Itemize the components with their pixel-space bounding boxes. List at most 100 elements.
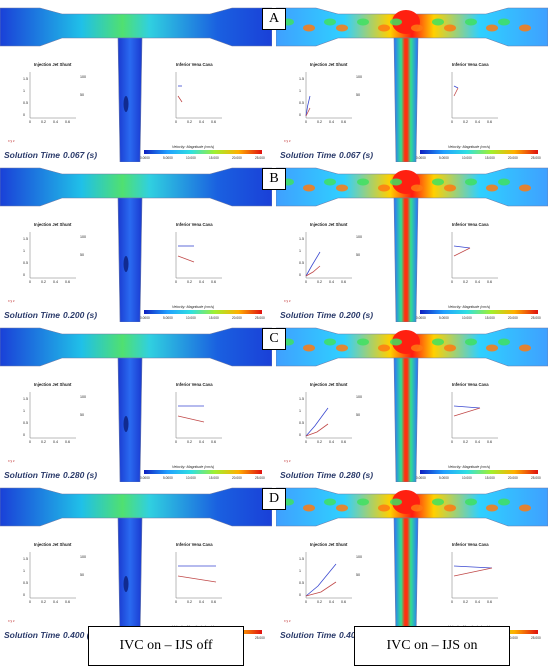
ijs-y-tick: 1	[299, 409, 301, 413]
ijs-x-tick: 0.6	[65, 440, 70, 444]
ijs-pressure-tick: 100	[80, 555, 86, 559]
ijs-plot: Injection Jet Shunt 1.5 1 0.5 00 0.2 0.4 0.6 100…	[284, 542, 362, 623]
solution-time-prefix: Solution Time	[280, 470, 337, 480]
ivc-pressure-line	[177, 575, 217, 583]
ijs-x-tick: 0.4	[53, 280, 58, 284]
ijs-y-tick: 0.5	[299, 421, 304, 425]
solution-time-value: 0.067 (s)	[339, 150, 374, 160]
ijs-x-tick: 0.2	[41, 440, 46, 444]
ijs-pressure-tick: 50	[80, 573, 84, 577]
solution-time-prefix: Solution Time	[4, 630, 61, 640]
turbulence-patch	[444, 504, 456, 512]
horizontal-vessel	[0, 7, 272, 47]
colorbar-label: Velocity: Magnitude (cm/s)	[172, 465, 214, 469]
colorbar-tick: 20.000	[232, 156, 242, 160]
ivc-x-tick: 0.2	[187, 280, 192, 284]
ivc-plot-title: Inferior Vena Cava	[176, 542, 213, 547]
ijs-pressure-tick: 100	[356, 395, 362, 399]
colorbar-tick: 5.0000	[163, 156, 173, 160]
ijs-y-tick: 0.5	[299, 261, 304, 265]
colorbar-label: Velocity: Magnitude (cm/s)	[448, 465, 490, 469]
turbulence-patch	[432, 178, 444, 186]
ivc-x-tick: 0.6	[487, 280, 492, 284]
ivc-x-tick: 0.4	[199, 600, 204, 604]
ijs-pressure-tick: 50	[356, 573, 360, 577]
turbulence-patch	[324, 178, 336, 186]
horizontal-vessel	[0, 487, 272, 527]
ivc-x-tick: 0.6	[487, 440, 492, 444]
turbulence-patch	[378, 24, 390, 32]
ivc-x-tick: 0	[175, 280, 177, 284]
turbulence-patch	[498, 338, 510, 346]
ivc-plot-title: Inferior Vena Cava	[452, 382, 489, 387]
turbulence-patch	[378, 504, 390, 512]
ijs-x-tick: 0.6	[341, 280, 346, 284]
colorbar-tick: 15.000	[485, 476, 495, 480]
colorbar-tick: 10.000	[186, 316, 196, 320]
turbulence-patch	[432, 498, 444, 506]
cfd-panel-c-ijs-on: Injection Jet Shunt 1.5 1 0.5 0 0 0.2 0.4 0.6 100…	[276, 324, 548, 482]
ijs-x-tick: 0.6	[341, 440, 346, 444]
ijs-plot-title: Injection Jet Shunt	[310, 222, 348, 227]
ijs-y-tick: 1	[299, 249, 301, 253]
ijs-x-tick: 0	[305, 280, 307, 284]
ijs-plot: Injection Jet Shunt 1.5 1 0.5 00 0.2 0.4 0.6 100…	[8, 542, 86, 623]
axis-triad: x y z	[284, 459, 291, 463]
colorbar-tick: 15.000	[485, 156, 495, 160]
colorbar-tick: 25.000	[531, 316, 541, 320]
cfd-panel-b-ijs-on: Injection Jet Shunt 1.5 1 0.5 0 0 0.2 0.4 0.6 100…	[276, 164, 548, 322]
velocity-colorbar	[420, 310, 538, 314]
ijs-y-tick: 0	[23, 113, 25, 117]
ivc-x-tick: 0.2	[463, 280, 468, 284]
ijs-y-tick: 1.5	[23, 397, 28, 401]
ivc-x-tick: 0.6	[211, 600, 216, 604]
ijs-x-tick: 0.4	[329, 120, 334, 124]
turbulence-patch	[498, 178, 510, 186]
ijs-x-tick: 0.2	[41, 280, 46, 284]
ijs-pressure-tick: 50	[80, 93, 84, 97]
ijs-x-tick: 0.2	[317, 120, 322, 124]
colorbar-tick: 20.000	[232, 316, 242, 320]
ivc-x-tick: 0.2	[463, 120, 468, 124]
ijs-x-tick: 0.4	[329, 440, 334, 444]
ijs-pressure-line	[305, 423, 329, 437]
turbulence-patch	[498, 498, 510, 506]
colorbar-tick: 5.0000	[163, 476, 173, 480]
turbulence-patch	[357, 338, 369, 346]
ivc-x-tick: 0	[175, 120, 177, 124]
ivc-plot-title: Inferior Vena Cava	[452, 542, 489, 547]
velocity-colorbar	[144, 150, 262, 154]
ijs-x-tick: 0.4	[53, 600, 58, 604]
ijs-pressure-tick: 50	[356, 413, 360, 417]
panel-letter-badge: B	[262, 168, 286, 190]
turbulence-patch	[336, 24, 348, 32]
turbulence-patch	[357, 18, 369, 26]
ivc-x-tick: 0	[451, 120, 453, 124]
panel-letter-badge: C	[262, 328, 286, 350]
turbulence-patch	[411, 344, 423, 352]
turbulence-patch	[390, 178, 402, 186]
turbulence-patch	[486, 344, 498, 352]
colorbar-tick: 25.000	[531, 476, 541, 480]
turbulence-patch	[324, 18, 336, 26]
cfd-panel-a-ijs-off: Injection Jet Shunt 1.5 1 0.5 0 0 0.2 0.4 0.6 100…	[0, 4, 272, 162]
ivc-plot: Inferior Vena Cava 0 0.2 0.4 0.6	[451, 222, 498, 284]
wall-mark	[123, 576, 129, 592]
ijs-x-tick: 0	[305, 600, 307, 604]
turbulence-patch	[324, 498, 336, 506]
ijs-y-tick: 1.5	[299, 557, 304, 561]
colorbar-tick: 10.000	[186, 476, 196, 480]
ijs-y-tick: 1.5	[23, 77, 28, 81]
turbulence-patch	[336, 504, 348, 512]
colorbar-tick: 0.0000	[140, 316, 150, 320]
ivc-x-tick: 0.4	[475, 280, 480, 284]
turbulence-patch	[411, 504, 423, 512]
ijs-y-tick: 1	[23, 89, 25, 93]
solution-time-prefix: Solution Time	[4, 150, 61, 160]
ijs-x-tick: 0.4	[53, 440, 58, 444]
